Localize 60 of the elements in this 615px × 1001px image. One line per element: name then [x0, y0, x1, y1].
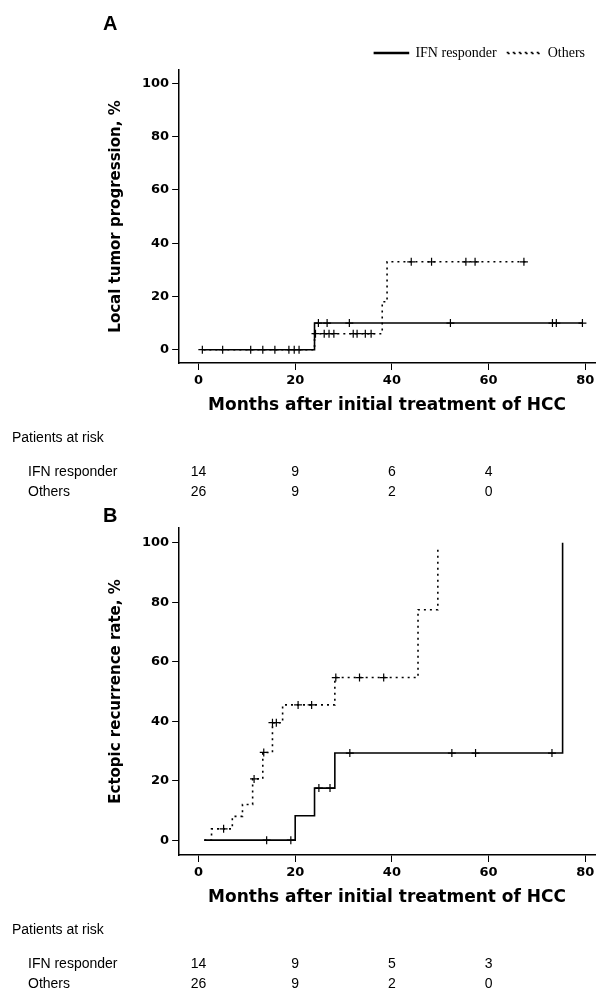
point — [249, 774, 259, 784]
y-tick-label: 80 — [151, 593, 170, 609]
y-tick-label: 0 — [160, 831, 170, 847]
text: 2 — [388, 974, 397, 991]
y-tick-label: 0 — [160, 341, 170, 357]
text: 2 — [388, 482, 397, 499]
x-tick-label: 80 — [576, 864, 595, 880]
x-tick-label: 0 — [193, 372, 203, 388]
text: 14 — [190, 462, 207, 479]
point — [470, 257, 480, 267]
x-axis-title: Months after initial treatment of HCC — [208, 394, 567, 415]
y-tick-label: 20 — [151, 287, 170, 303]
legend-label: Others — [547, 44, 585, 60]
y-tick-label: 40 — [151, 234, 170, 250]
text: 9 — [291, 974, 300, 991]
y-axis-title: Local tumor progression, % — [105, 100, 124, 333]
x-tick-label: 40 — [382, 864, 401, 880]
text: 14 — [190, 954, 207, 971]
text: IFN responder — [28, 462, 118, 479]
y-tick-label: 60 — [151, 653, 170, 669]
x-tick-label: 60 — [479, 372, 498, 388]
text: 3 — [484, 954, 493, 971]
x-tick-label: 0 — [193, 864, 203, 880]
text: 0 — [484, 974, 493, 991]
chart-title: A — [103, 11, 118, 34]
text: Patients at risk — [12, 920, 105, 937]
text: Others — [28, 482, 71, 499]
text: 26 — [190, 974, 207, 991]
x-tick-label: 40 — [382, 372, 401, 388]
y-tick-label: 100 — [142, 74, 170, 90]
point — [461, 257, 471, 267]
text: IFN responder — [28, 954, 118, 971]
x-tick-label: 60 — [479, 864, 498, 880]
y-axis-title: Ectopic recurrence rate, % — [105, 579, 124, 804]
text: 0 — [484, 482, 493, 499]
text: 4 — [484, 462, 493, 479]
text: 9 — [291, 462, 300, 479]
x-tick-label: 20 — [286, 372, 305, 388]
text: 9 — [291, 482, 300, 499]
point — [329, 329, 339, 339]
y-tick-label: 100 — [142, 534, 170, 550]
x-tick-label: 80 — [576, 372, 595, 388]
point — [352, 329, 362, 339]
text: Patients at risk — [12, 428, 105, 445]
y-tick-label: 80 — [151, 127, 170, 143]
y-tick-label: 60 — [151, 181, 170, 197]
point — [366, 329, 376, 339]
y-tick-label: 20 — [151, 772, 170, 788]
x-tick-label: 20 — [286, 864, 305, 880]
text: Others — [28, 974, 71, 991]
text: 9 — [291, 954, 300, 971]
text: 26 — [190, 482, 207, 499]
x-axis-title: Months after initial treatment of HCC — [208, 886, 567, 907]
text: 6 — [388, 462, 397, 479]
legend-label: IFN responder — [415, 44, 498, 60]
point — [293, 700, 303, 710]
chart-title: B — [103, 503, 118, 526]
y-tick-label: 40 — [151, 712, 170, 728]
text: 5 — [388, 954, 397, 971]
point — [519, 257, 529, 267]
